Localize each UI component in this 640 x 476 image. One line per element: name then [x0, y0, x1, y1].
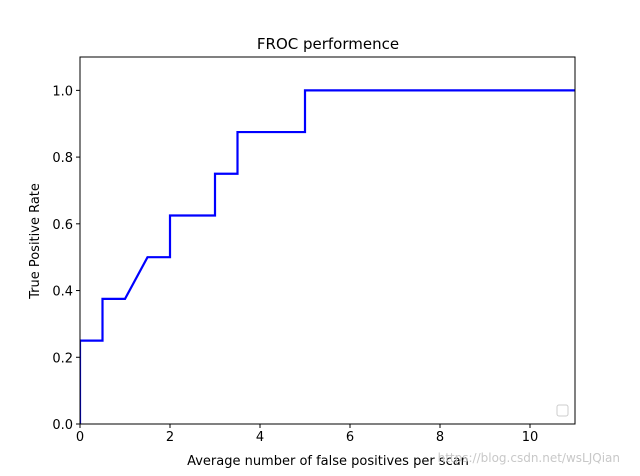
x-tick-label: 10 — [522, 430, 539, 445]
y-tick-label: 1.0 — [52, 84, 73, 99]
x-axis-label: Average number of false positives per sc… — [187, 454, 469, 469]
y-tick-label: 0.2 — [52, 351, 73, 366]
x-tick-label: 6 — [346, 430, 354, 445]
y-tick-label: 0.4 — [52, 285, 73, 300]
watermark: https://blog.csdn.net/wsLJQian — [438, 451, 620, 465]
y-tick-label: 0.8 — [52, 151, 73, 166]
x-tick-label: 2 — [166, 430, 174, 445]
chart-title: FROC performence — [257, 35, 399, 53]
y-axis-label: True Positive Rate — [28, 183, 43, 300]
x-tick-label: 8 — [436, 430, 444, 445]
x-tick-label: 4 — [256, 430, 264, 445]
y-tick-label: 0.6 — [52, 218, 73, 233]
y-tick-label: 0.0 — [52, 418, 73, 433]
legend-box — [556, 404, 569, 417]
plot-frame — [79, 56, 576, 425]
x-tick-label: 0 — [76, 430, 84, 445]
data-line — [80, 89, 575, 424]
